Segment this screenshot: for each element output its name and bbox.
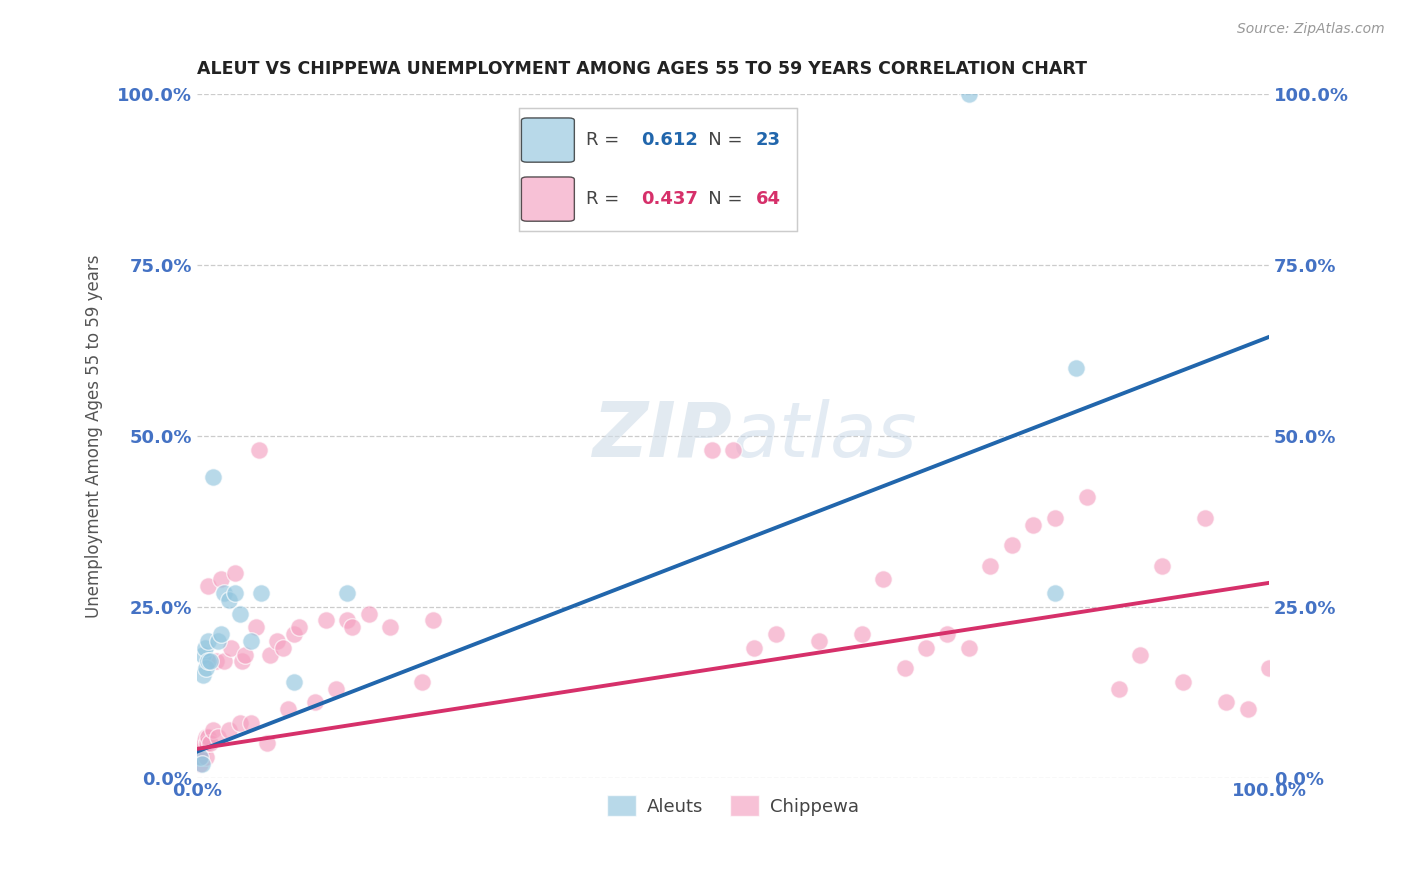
Point xyxy=(721,442,744,457)
Point xyxy=(250,586,273,600)
Point xyxy=(194,730,217,744)
Point xyxy=(1108,681,1130,696)
Point xyxy=(193,648,215,662)
Point xyxy=(1236,702,1258,716)
Point xyxy=(893,661,915,675)
Point xyxy=(221,640,243,655)
Point xyxy=(1043,511,1066,525)
Point xyxy=(212,655,235,669)
Point xyxy=(233,648,256,662)
Point xyxy=(422,614,444,628)
Point xyxy=(342,620,364,634)
Point xyxy=(191,743,214,757)
Point xyxy=(336,614,359,628)
Point xyxy=(212,586,235,600)
Point xyxy=(1064,360,1087,375)
Point xyxy=(202,470,225,484)
Point xyxy=(198,655,221,669)
Point xyxy=(197,634,219,648)
Text: ALEUT VS CHIPPEWA UNEMPLOYMENT AMONG AGES 55 TO 59 YEARS CORRELATION CHART: ALEUT VS CHIPPEWA UNEMPLOYMENT AMONG AGE… xyxy=(197,60,1087,78)
Point xyxy=(207,730,229,744)
Text: atlas: atlas xyxy=(733,399,918,473)
Point xyxy=(190,750,212,764)
Point xyxy=(247,442,270,457)
Point xyxy=(765,627,787,641)
Point xyxy=(378,620,401,634)
Point xyxy=(229,715,252,730)
Point xyxy=(1194,511,1216,525)
Point xyxy=(193,668,215,682)
Point xyxy=(807,634,830,648)
Point xyxy=(957,640,980,655)
Point xyxy=(1258,661,1281,675)
Point xyxy=(700,442,723,457)
Point xyxy=(209,573,232,587)
Point xyxy=(1043,586,1066,600)
Point xyxy=(336,586,359,600)
Point xyxy=(218,593,240,607)
Point xyxy=(224,566,246,580)
Point xyxy=(277,702,299,716)
Point xyxy=(744,640,766,655)
Point xyxy=(1150,558,1173,573)
Point xyxy=(315,614,337,628)
Point xyxy=(224,586,246,600)
Point xyxy=(1022,517,1045,532)
Point xyxy=(259,648,281,662)
Point xyxy=(872,573,894,587)
Point xyxy=(202,723,225,737)
Point xyxy=(325,681,347,696)
Point xyxy=(271,640,294,655)
Point xyxy=(218,723,240,737)
Text: ZIP: ZIP xyxy=(593,399,733,473)
Point xyxy=(209,627,232,641)
Point xyxy=(188,750,211,764)
Point xyxy=(411,674,433,689)
Point xyxy=(1076,491,1098,505)
Point xyxy=(304,695,326,709)
Point xyxy=(245,620,267,634)
Point xyxy=(205,655,228,669)
Point xyxy=(231,655,253,669)
Point xyxy=(239,715,262,730)
Point xyxy=(194,661,217,675)
Point xyxy=(979,558,1001,573)
Point xyxy=(229,607,252,621)
Point xyxy=(197,655,219,669)
Point xyxy=(197,730,219,744)
Point xyxy=(357,607,380,621)
Point xyxy=(1129,648,1152,662)
Point xyxy=(283,627,305,641)
Point xyxy=(193,640,215,655)
Legend: Aleuts, Chippewa: Aleuts, Chippewa xyxy=(600,788,866,823)
Point xyxy=(288,620,311,634)
Point xyxy=(188,756,211,771)
Y-axis label: Unemployment Among Ages 55 to 59 years: Unemployment Among Ages 55 to 59 years xyxy=(86,254,103,618)
Point xyxy=(851,627,873,641)
Text: Source: ZipAtlas.com: Source: ZipAtlas.com xyxy=(1237,22,1385,37)
Point xyxy=(936,627,959,641)
Point xyxy=(256,736,278,750)
Point xyxy=(239,634,262,648)
Point xyxy=(191,756,214,771)
Point xyxy=(1173,674,1195,689)
Point xyxy=(1215,695,1237,709)
Point xyxy=(266,634,288,648)
Point xyxy=(283,674,305,689)
Point xyxy=(193,736,215,750)
Point xyxy=(194,750,217,764)
Point xyxy=(197,579,219,593)
Point xyxy=(915,640,938,655)
Point xyxy=(195,736,218,750)
Point xyxy=(957,87,980,102)
Point xyxy=(1001,538,1024,552)
Point xyxy=(207,634,229,648)
Point xyxy=(198,736,221,750)
